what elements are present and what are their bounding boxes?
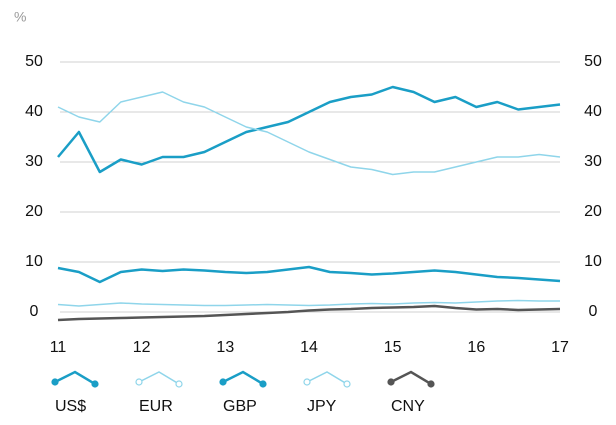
legend-icon-dot: [219, 378, 227, 386]
y2-tick-label: 30: [584, 153, 602, 170]
x-tick-label: 15: [384, 339, 402, 356]
y2-tick-label: 50: [584, 53, 602, 70]
x-tick-label: 17: [551, 339, 569, 356]
legend-label: EUR: [139, 398, 173, 415]
y2-tick-label: 40: [584, 103, 602, 120]
series-line: [57, 304, 561, 322]
legend-icon-dot: [387, 378, 395, 386]
legend-icon-dot: [51, 378, 59, 386]
series-line: [57, 85, 561, 174]
y-axis-label: %: [14, 9, 26, 25]
legend-label: US$: [55, 398, 86, 415]
y-tick-label: 20: [25, 203, 43, 220]
legend-icon-dot: [427, 380, 435, 388]
y-tick-label: 10: [25, 253, 43, 270]
x-tick-label: 13: [216, 339, 234, 356]
y-tick-label: 0: [30, 303, 39, 320]
y2-tick-label: 10: [584, 253, 602, 270]
legend-label: GBP: [223, 398, 257, 415]
series-line: [57, 299, 560, 307]
legend-icon: [222, 370, 264, 386]
x-tick-label: 14: [300, 339, 318, 356]
legend-label: JPY: [307, 398, 337, 415]
y2-tick-label: 0: [589, 303, 598, 320]
y-tick-label: 30: [25, 153, 43, 170]
legend-icon-dot: [135, 378, 143, 386]
legend-icon: [306, 371, 348, 385]
legend-icon: [54, 370, 96, 386]
y-tick-label: 50: [25, 53, 43, 70]
legend-icon-dot: [343, 380, 351, 388]
x-tick-label: 12: [133, 339, 151, 356]
legend-icon-dot: [303, 378, 311, 386]
series-line: [57, 265, 561, 284]
legend-icon: [138, 371, 180, 385]
y-tick-label: 40: [25, 103, 43, 120]
x-tick-label: 16: [467, 339, 485, 356]
legend-icon-dot: [259, 380, 267, 388]
legend-icon: [390, 370, 432, 386]
legend-label: CNY: [391, 398, 425, 415]
legend-icon-dot: [91, 380, 99, 388]
legend-icon-dot: [175, 380, 183, 388]
series-line: [57, 91, 561, 176]
y2-tick-label: 20: [584, 203, 602, 220]
x-tick-label: 11: [50, 339, 67, 356]
